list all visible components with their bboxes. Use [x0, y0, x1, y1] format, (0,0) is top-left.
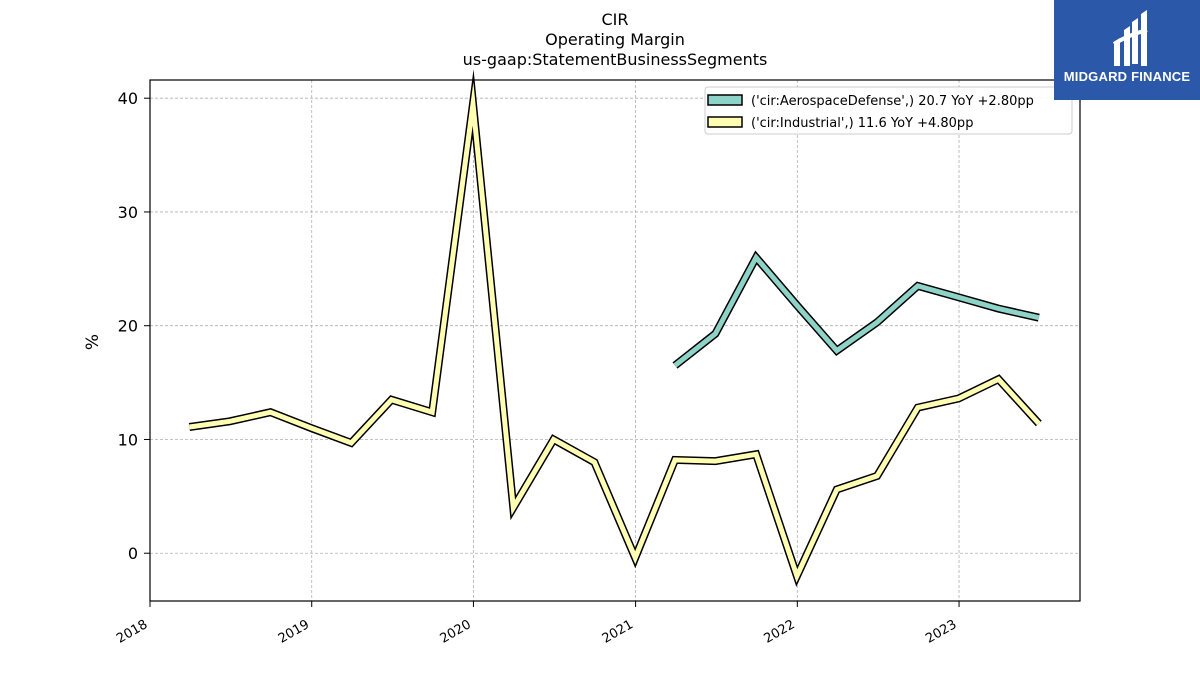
chart-series [188, 69, 1042, 587]
chart-legend: ('cir:AerospaceDefense',) 20.7 YoY +2.80… [704, 86, 1073, 135]
y-tick-label: 30 [118, 203, 138, 222]
legend-swatch-1 [707, 94, 743, 106]
y-tick-label: 0 [128, 544, 138, 563]
x-tick-label: 2021 [600, 617, 636, 647]
brand-logo: MIDGARD FINANCE [1054, 0, 1200, 100]
y-axis: 0 10 20 30 40 [118, 89, 150, 563]
chart-title-block: CIR Operating Margin us-gaap:StatementBu… [150, 10, 1080, 70]
x-tick-label: 2018 [114, 617, 150, 647]
y-tick-label: 10 [118, 430, 138, 449]
series-line-1 [673, 253, 1040, 368]
legend-box [704, 86, 1073, 135]
x-tick-label: 2020 [438, 617, 474, 647]
chart-subtitle-segments: us-gaap:StatementBusinessSegments [462, 50, 768, 69]
x-tick-label: 2022 [761, 617, 797, 647]
y-tick-label: 40 [118, 89, 138, 108]
logo-mark-icon [1112, 10, 1148, 66]
x-tick-label: 2023 [923, 617, 959, 647]
x-tick-label: 2019 [276, 617, 312, 647]
chart-subtitle-metric: Operating Margin [545, 30, 685, 49]
plot-frame [149, 79, 1081, 602]
legend-label-1: ('cir:AerospaceDefense',) 20.7 YoY +2.80… [751, 94, 1034, 109]
legend-swatch-2 [707, 116, 743, 128]
chart-title: CIR [601, 10, 629, 29]
logo-text: MIDGARD FINANCE [1063, 69, 1191, 84]
series-line-2 [189, 82, 1041, 583]
legend-label-2: ('cir:Industrial',) 11.6 YoY +4.80pp [751, 116, 973, 131]
chart-grid [149, 80, 1080, 601]
y-tick-label: 20 [118, 317, 138, 336]
y-axis-label: % [83, 334, 103, 350]
x-axis: 2018 2019 2020 2021 2022 2023 [114, 601, 960, 647]
